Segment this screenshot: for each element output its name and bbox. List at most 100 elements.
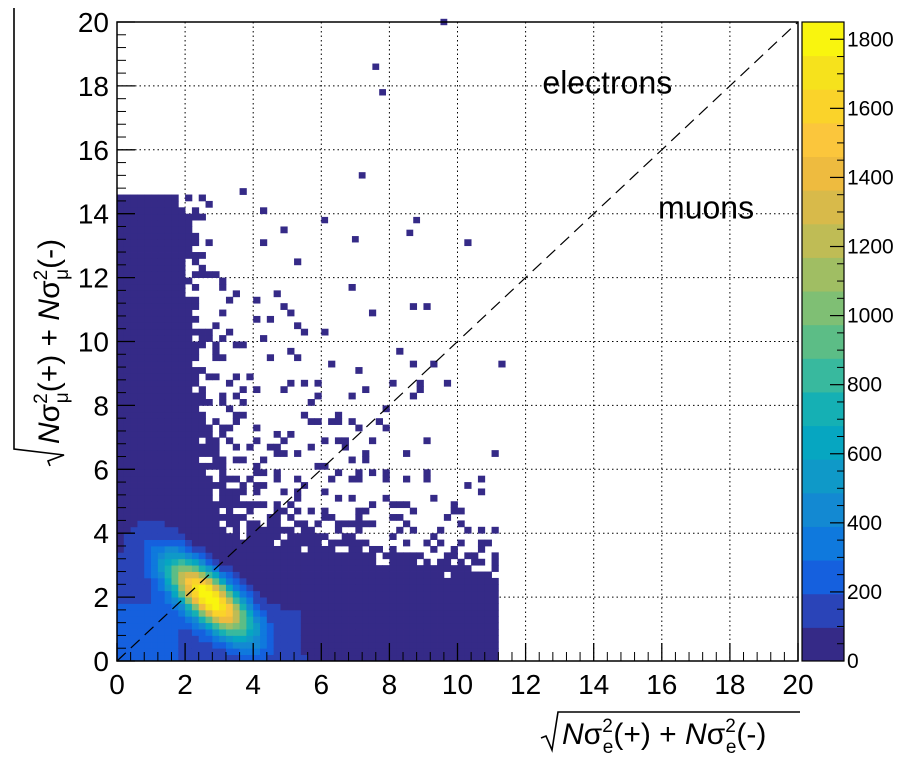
z-tick-label: 400 — [847, 512, 882, 535]
heatmap-cell — [151, 322, 159, 330]
heatmap-cell — [307, 603, 315, 611]
heatmap-cell — [409, 616, 418, 624]
heatmap-cell — [403, 629, 411, 636]
heatmap-cell — [300, 526, 309, 534]
heatmap-cell — [123, 220, 132, 227]
heatmap-cell — [416, 386, 424, 394]
heatmap-cell — [117, 571, 125, 579]
heatmap-cell — [117, 220, 125, 227]
heatmap-cell — [130, 545, 138, 553]
heatmap-cell — [137, 367, 145, 374]
heatmap-cell — [137, 450, 145, 457]
heatmap-cell — [123, 462, 132, 470]
heatmap-cell — [123, 213, 132, 221]
heatmap-cell — [123, 232, 132, 240]
heatmap-cell — [157, 603, 166, 611]
heatmap-cell — [117, 341, 125, 349]
heatmap-cell — [137, 264, 145, 272]
heatmap-cell — [212, 654, 220, 662]
heatmap-cell — [341, 648, 349, 656]
heatmap-cell — [484, 609, 492, 617]
heatmap-cell — [457, 616, 465, 624]
heatmap-cell — [144, 488, 152, 496]
heatmap-cell — [464, 571, 472, 579]
heatmap-cell — [355, 469, 363, 477]
heatmap-cell — [266, 609, 275, 617]
heatmap-cell — [403, 597, 411, 604]
heatmap-cell — [198, 335, 206, 342]
heatmap-cell — [437, 526, 445, 534]
heatmap-cell — [198, 252, 206, 259]
heatmap-cell — [437, 571, 445, 579]
heatmap-cell — [362, 558, 370, 566]
heatmap-cell — [137, 597, 145, 604]
heatmap-cell — [294, 558, 302, 566]
heatmap-cell — [260, 648, 268, 656]
heatmap-cell — [178, 501, 186, 509]
y-tick-label: 0 — [93, 646, 109, 677]
heatmap-cell — [491, 616, 499, 624]
heatmap-cell — [437, 558, 445, 566]
heatmap-cell — [137, 430, 145, 438]
heatmap-cell — [123, 654, 132, 662]
heatmap-cell — [185, 232, 193, 240]
heatmap-cell — [403, 577, 411, 585]
heatmap-cell — [191, 462, 200, 470]
x-axis-title: Nσ2 e(+) + Nσ2 e(-) — [540, 711, 800, 758]
heatmap-cell — [348, 558, 356, 566]
heatmap-cell — [137, 616, 145, 624]
heatmap-cell — [253, 571, 261, 579]
heatmap-cell — [185, 328, 193, 336]
heatmap-cell — [294, 616, 302, 624]
heatmap-cell — [239, 635, 247, 643]
heatmap-cell — [239, 501, 247, 509]
heatmap-cell — [314, 609, 322, 617]
heatmap-cell — [157, 226, 166, 234]
heatmap-cell — [178, 539, 186, 547]
heatmap-cell — [178, 552, 186, 560]
heatmap-cell — [396, 629, 404, 636]
heatmap-cell — [137, 545, 145, 553]
heatmap-cell — [130, 558, 138, 566]
heatmap-cell — [130, 609, 138, 617]
heatmap-cell — [477, 616, 486, 624]
heatmap-cell — [212, 648, 220, 656]
heatmap-cell — [464, 654, 472, 662]
heatmap-cell — [130, 411, 138, 419]
heatmap-cell — [355, 565, 363, 572]
heatmap-cell — [246, 584, 254, 592]
heatmap-cell — [164, 629, 172, 636]
heatmap-cell — [355, 475, 363, 483]
heatmap-cell — [117, 494, 125, 502]
heatmap-cell — [178, 399, 186, 406]
heatmap-cell — [178, 462, 186, 470]
heatmap-cell — [191, 597, 200, 604]
heatmap-cell — [123, 239, 132, 247]
heatmap-cell — [178, 456, 186, 464]
heatmap-cell — [260, 239, 268, 247]
heatmap-cell — [151, 296, 159, 304]
heatmap-cell — [171, 488, 179, 496]
heatmap-cell — [362, 616, 370, 624]
heatmap-cell — [205, 271, 213, 278]
heatmap-cell — [157, 360, 166, 368]
heatmap-cell — [232, 590, 240, 598]
heatmap-cell — [368, 469, 377, 477]
heatmap-cell — [144, 245, 152, 253]
heatmap-cell — [171, 590, 179, 598]
heatmap-cell — [484, 590, 492, 598]
heatmap-cell — [409, 629, 418, 636]
heatmap-cell — [137, 590, 145, 598]
heatmap-cell — [178, 341, 186, 349]
heatmap-cell — [137, 392, 145, 400]
heatmap-cell — [477, 641, 486, 649]
heatmap-cell — [355, 609, 363, 617]
heatmap-cell — [294, 494, 302, 502]
heatmap-cell — [123, 597, 132, 604]
heatmap-cell — [253, 437, 261, 445]
heatmap-cell — [171, 635, 179, 643]
heatmap-cell — [294, 603, 302, 611]
heatmap-cell — [430, 635, 438, 643]
heatmap-cell — [348, 545, 356, 553]
heatmap-cell — [198, 539, 206, 547]
